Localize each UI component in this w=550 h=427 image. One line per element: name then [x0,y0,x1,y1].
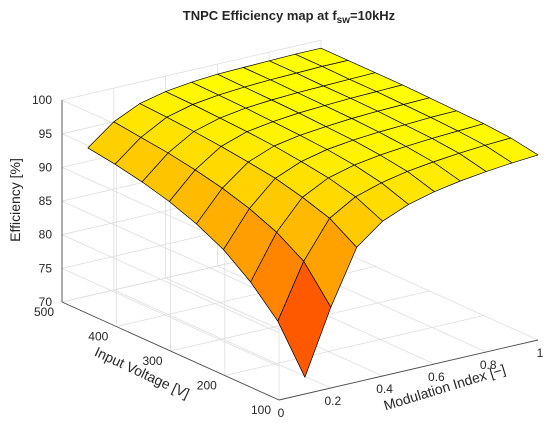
y-axis-label: Input Voltage [V] [92,344,192,402]
x-axis-label: Modulation Index [−] [382,361,508,413]
x-tick-label: 0.2 [324,394,341,408]
z-tick-label: 100 [32,93,52,107]
y-axis-line [61,301,280,401]
x-tick-label: 0.6 [428,370,445,384]
z-tick-label: 70 [39,295,53,309]
chart-title: TNPC Efficiency map at fsw=10kHz [183,8,396,26]
x-tick-label: 1 [537,346,544,360]
z-tick-label: 90 [39,160,53,174]
z-tick-label: 95 [39,127,53,141]
axis-lines [61,100,539,401]
x-tick-label: 0.8 [480,358,497,372]
y-tick-label: 300 [142,354,162,368]
surface-plot [87,47,539,378]
z-tick-label: 80 [39,228,53,242]
x-axis-line [278,339,539,401]
grid-line [224,315,484,376]
grid-line [61,39,322,101]
z-axis-label: Efficiency [%] [7,158,23,242]
chart-title-main: TNPC Efficiency map at f [183,8,338,23]
chart-title-tail: =10kHz [350,8,396,23]
z-tick-labels: 70 75 80 85 90 95 100 [32,93,52,309]
z-tick-label: 85 [39,194,53,208]
x-tick-label: 0 [278,406,285,420]
y-tick-labels: 100 200 300 400 500 [34,305,271,417]
y-tick-label: 100 [251,403,271,417]
y-tick-label: 400 [88,330,108,344]
z-tick-label: 75 [39,261,53,275]
surface-face [277,260,332,378]
x-tick-labels: 0 0.2 0.4 0.6 0.8 1 [278,346,544,420]
y-tick-label: 500 [34,305,54,319]
x-tick-label: 0.4 [376,382,393,396]
y-tick-label: 200 [197,379,217,393]
chart-title-subscript: sw [337,15,351,26]
